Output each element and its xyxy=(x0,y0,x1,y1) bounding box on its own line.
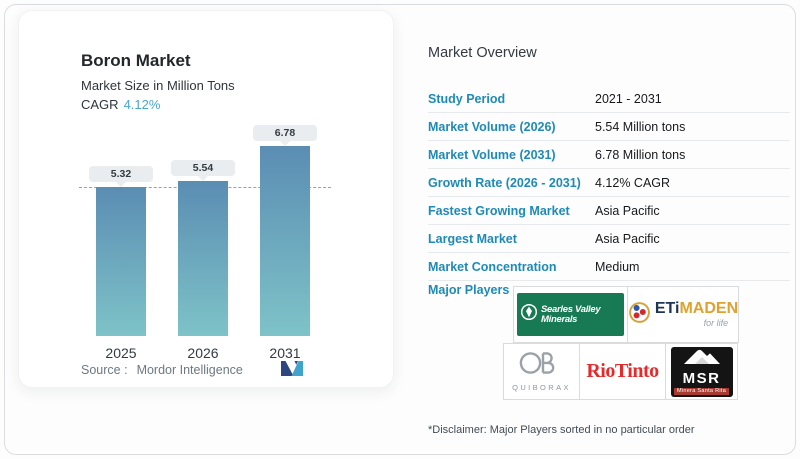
row-value: 6.78 Million tons xyxy=(595,147,686,162)
cagr-value: 4.12% xyxy=(123,97,161,112)
msr-logo-text: MSR xyxy=(682,370,721,388)
card-title: Boron Market xyxy=(81,51,191,70)
rio-tinto-wordmark: RioTinto xyxy=(586,360,659,382)
row-value: Medium xyxy=(595,259,640,274)
badge-pointer-icon xyxy=(116,181,126,187)
bar-value-badge: 5.32 xyxy=(89,166,153,182)
msr-logo-subtext: Minera Santa Rita xyxy=(673,387,730,395)
eti-maden-wordmark: ETiMADEN for life xyxy=(655,301,738,328)
logo-rio-tinto: RioTinto xyxy=(579,343,666,400)
row-value: 2021 - 2031 xyxy=(595,91,662,106)
overview-title: Market Overview xyxy=(428,45,537,61)
badge-pointer-icon xyxy=(280,140,290,146)
table-row: Market Volume (2031) 6.78 Million tons xyxy=(428,141,790,169)
row-label: Market Volume (2026) xyxy=(428,119,556,134)
overview-table: Study Period 2021 - 2031 Market Volume (… xyxy=(428,85,790,281)
row-label: Market Concentration xyxy=(428,259,557,274)
row-label: Fastest Growing Market xyxy=(428,203,570,218)
bar-chart: 5.32 2025 5.54 2026 6.78 2031 xyxy=(77,125,357,371)
table-row: Growth Rate (2026 - 2031) 4.12% CAGR xyxy=(428,169,790,197)
disclaimer-text: *Disclaimer: Major Players sorted in no … xyxy=(428,424,695,436)
msr-logo-tile: MSR Minera Santa Rita xyxy=(670,346,733,397)
quiborax-qb-icon xyxy=(518,351,564,382)
source-value: Mordor Intelligence xyxy=(136,363,243,377)
cagr-line: CAGR 4.12% xyxy=(81,97,160,112)
row-value: 5.54 Million tons xyxy=(595,119,686,134)
market-overview-panel: Market Overview Study Period 2021 - 2031… xyxy=(428,40,790,455)
row-label: Growth Rate (2026 - 2031) xyxy=(428,175,581,190)
bar-value-badge: 6.78 xyxy=(253,125,317,141)
logo-eti-maden: ETiMADEN for life xyxy=(627,286,739,343)
table-row: Study Period 2021 - 2031 xyxy=(428,85,790,113)
bar-value-badge: 5.54 xyxy=(171,160,235,176)
table-row: Market Volume (2026) 5.54 Million tons xyxy=(428,113,790,141)
major-players-label: Major Players xyxy=(428,283,510,297)
bar-2031 xyxy=(260,146,310,336)
source-label: Source : xyxy=(81,363,128,377)
bar-2026 xyxy=(178,181,228,336)
maden-text: MADEN xyxy=(679,300,739,317)
table-row: Market Concentration Medium xyxy=(428,253,790,281)
source-row: Source : Mordor Intelligence xyxy=(81,363,243,377)
eti-maden-icon xyxy=(628,301,651,329)
table-row: Fastest Growing Market Asia Pacific xyxy=(428,197,790,225)
logo-searles-valley-minerals: Searles Valley Minerals xyxy=(513,286,628,343)
badge-pointer-icon xyxy=(198,175,208,181)
market-size-card: Boron Market Market Size in Million Tons… xyxy=(18,10,394,388)
row-value: Asia Pacific xyxy=(595,203,660,218)
bar-year-label: 2025 xyxy=(105,345,137,361)
quiborax-logo-text: QUIBORAX xyxy=(512,383,571,392)
searles-logo-text: Searles Valley Minerals xyxy=(541,303,601,325)
cagr-label: CAGR xyxy=(81,97,119,112)
eti-tagline: for life xyxy=(703,318,729,328)
logo-msr-minera-santa-rita: MSR Minera Santa Rita xyxy=(665,343,738,400)
row-value: 4.12% CAGR xyxy=(595,175,671,190)
row-label: Largest Market xyxy=(428,231,517,246)
bar-year-label: 2026 xyxy=(187,345,219,361)
row-value: Asia Pacific xyxy=(595,231,660,246)
row-label: Study Period xyxy=(428,91,506,106)
table-row: Largest Market Asia Pacific xyxy=(428,225,790,253)
mordor-intelligence-logo-icon xyxy=(281,360,304,382)
row-label: Market Volume (2031) xyxy=(428,147,556,162)
card-subtitle: Market Size in Million Tons xyxy=(81,78,235,93)
searles-gem-icon xyxy=(520,303,538,326)
eti-text: ETi xyxy=(654,300,680,317)
searles-logo-tile: Searles Valley Minerals xyxy=(517,293,624,336)
bar-year-label: 2031 xyxy=(269,345,301,361)
logo-quiborax: QUIBORAX xyxy=(503,343,580,400)
msr-mountain-icon xyxy=(682,348,722,370)
bar-2025 xyxy=(96,187,146,336)
